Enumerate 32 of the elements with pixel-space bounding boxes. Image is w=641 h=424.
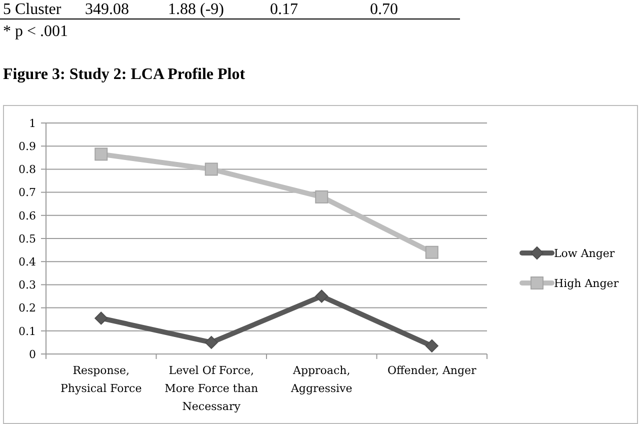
- y-tick-label: 0.4: [18, 255, 36, 268]
- y-tick-label: 0.1: [18, 324, 36, 338]
- y-tick-label: 0.9: [18, 140, 36, 153]
- x-tick-label: Response, Physical Force: [60, 364, 142, 395]
- point: [425, 339, 438, 352]
- point: [94, 148, 108, 161]
- point: [94, 312, 108, 325]
- y-tick-label: 1: [29, 116, 36, 130]
- text: 0.17: [270, 1, 298, 18]
- point: [315, 290, 328, 303]
- x-tick-label: Approach, Aggressive: [290, 364, 352, 395]
- text: 5 Cluster: [3, 1, 62, 18]
- chart-title: Figure 3: Study 2: LCA Profile Plot: [3, 66, 246, 83]
- y-tick-label: 0.5: [18, 232, 36, 246]
- x-tick-label: Level Of Force, More Force than Necessary: [164, 364, 258, 413]
- y-tick-label: 0.2: [18, 302, 36, 315]
- x-tick-label: Offender, Anger: [387, 364, 478, 377]
- text: * p < .001: [3, 23, 68, 40]
- point: [204, 336, 218, 349]
- y-tick-label: 0.8: [18, 163, 36, 176]
- text: 349.08: [85, 1, 129, 18]
- point: [315, 190, 328, 204]
- y-tick-label: 0: [29, 348, 36, 361]
- y-tick-label: 0.6: [18, 209, 36, 222]
- y-tick-label: 0.7: [18, 186, 36, 200]
- legend-label: Low Anger: [554, 246, 616, 260]
- text: 0.70: [370, 1, 398, 18]
- point: [425, 246, 438, 259]
- y-tick-label: 0.3: [18, 278, 36, 292]
- text: 1.88 (-9): [168, 1, 224, 18]
- point: [204, 162, 218, 176]
- legend-label: High Anger: [554, 276, 620, 290]
